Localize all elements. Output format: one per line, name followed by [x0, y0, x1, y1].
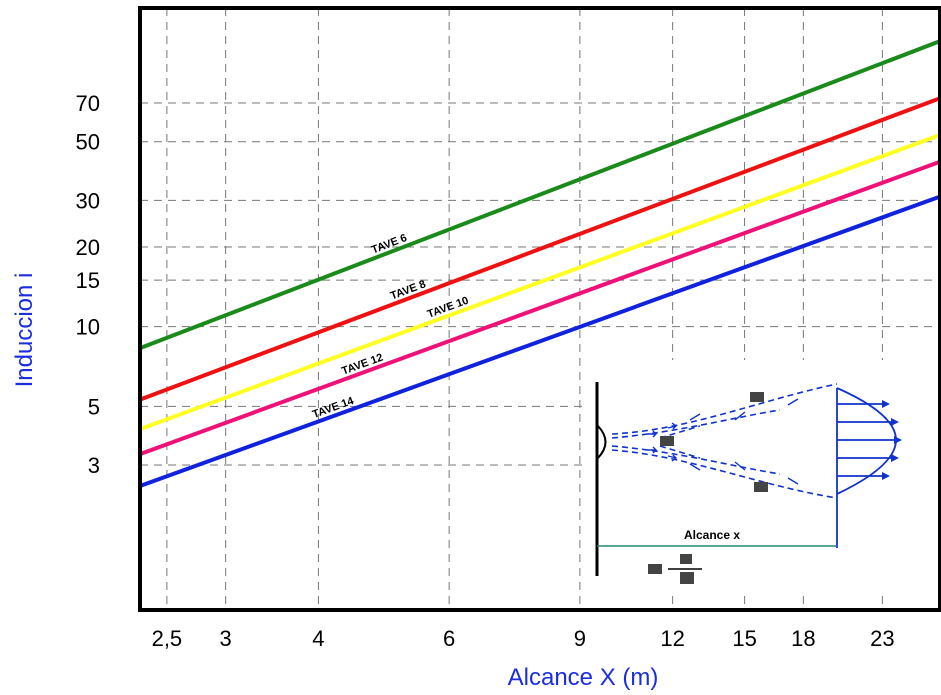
velocity-arrowheads [882, 400, 902, 480]
y-tick-label: 70 [76, 91, 100, 116]
inset-markers [648, 392, 768, 584]
series-line-tave-6 [139, 39, 941, 350]
velocity-arrows [836, 388, 894, 548]
y-tick-labels: 3 5 10 15 20 30 50 70 [76, 91, 100, 478]
inset-caption: Alcance x [684, 528, 740, 542]
plot-frame [138, 6, 941, 612]
x-tick-label: 9 [574, 626, 586, 651]
x-tick-label: 15 [732, 626, 756, 651]
x-tick-label: 4 [312, 626, 324, 651]
y-tick-label: 50 [76, 130, 100, 155]
x-tick-label: 23 [870, 626, 894, 651]
induced-arrows [648, 398, 799, 485]
jet-streamlines [611, 383, 838, 499]
x-tick-label: 12 [660, 626, 684, 651]
y-tick-label: 5 [88, 394, 100, 419]
series-line-tave-12 [139, 159, 941, 456]
y-tick-label: 3 [88, 453, 100, 478]
y-tick-label: 20 [76, 235, 100, 260]
series-line-tave-14 [139, 194, 941, 488]
y-axis-title: Induccion i [11, 273, 38, 388]
y-tick-label: 30 [76, 188, 100, 213]
series-lines [139, 39, 941, 488]
x-tick-label: 18 [791, 626, 815, 651]
inset-diffuser [597, 425, 607, 459]
y-tick-label: 15 [76, 268, 100, 293]
x-tick-label: 6 [443, 626, 455, 651]
x-tick-label: 2,5 [152, 626, 183, 651]
y-tick-label: 10 [76, 315, 100, 340]
x-tick-label: 3 [220, 626, 232, 651]
x-tick-labels: 2,5 3 4 6 9 12 15 18 23 [152, 626, 895, 651]
series-line-tave-8 [139, 96, 941, 402]
air-jet-diagram: Alcance x [582, 360, 938, 592]
x-axis-title: Alcance X (m) [508, 664, 659, 691]
series-line-tave-10 [139, 133, 941, 431]
